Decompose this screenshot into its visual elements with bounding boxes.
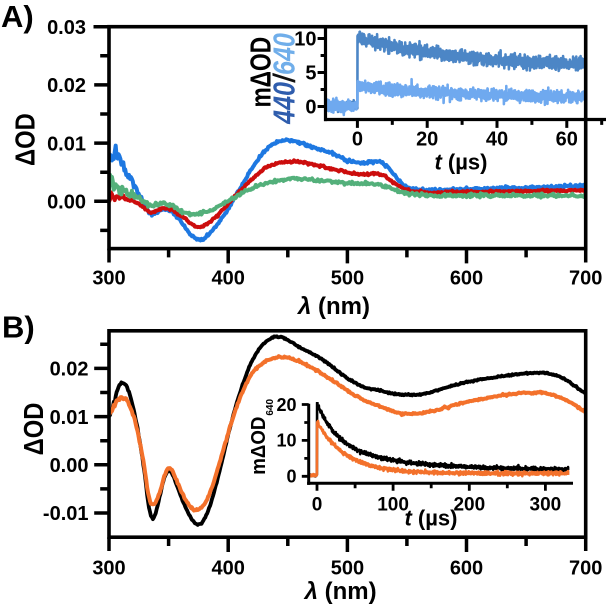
svg-text:300: 300 bbox=[530, 495, 562, 516]
svg-text:500: 500 bbox=[331, 557, 364, 579]
svg-text:0: 0 bbox=[305, 97, 316, 119]
svg-text:10: 10 bbox=[276, 431, 296, 451]
svg-text:λ (nm): λ (nm) bbox=[303, 578, 377, 605]
svg-text:0.01: 0.01 bbox=[47, 133, 86, 155]
svg-text:0.00: 0.00 bbox=[50, 455, 89, 477]
svg-text:440/640: 440/640 bbox=[266, 33, 301, 125]
svg-text:B): B) bbox=[2, 310, 35, 345]
svg-text:60: 60 bbox=[556, 129, 578, 151]
svg-text:20: 20 bbox=[416, 129, 438, 151]
svg-text:0: 0 bbox=[312, 495, 323, 516]
svg-text:0.02: 0.02 bbox=[47, 75, 86, 97]
svg-text:20: 20 bbox=[276, 395, 296, 415]
svg-text:500: 500 bbox=[331, 267, 364, 289]
svg-text:640: 640 bbox=[265, 399, 276, 416]
svg-text:40: 40 bbox=[486, 129, 508, 151]
svg-text:0.01: 0.01 bbox=[50, 407, 89, 429]
svg-text:10: 10 bbox=[294, 29, 316, 51]
svg-text:400: 400 bbox=[212, 557, 245, 579]
svg-text:700: 700 bbox=[569, 267, 602, 289]
svg-text:-0.01: -0.01 bbox=[43, 503, 89, 525]
svg-text:600: 600 bbox=[450, 267, 483, 289]
svg-text:5: 5 bbox=[305, 63, 316, 85]
svg-text:400: 400 bbox=[212, 267, 245, 289]
svg-text:ΔOD: ΔOD bbox=[9, 113, 41, 166]
svg-text:mΔOD: mΔOD bbox=[248, 417, 271, 475]
svg-text:A): A) bbox=[1, 0, 34, 34]
svg-text:100: 100 bbox=[377, 495, 409, 516]
svg-text:300: 300 bbox=[92, 267, 125, 289]
svg-text:600: 600 bbox=[450, 557, 483, 579]
svg-text:ΔOD: ΔOD bbox=[17, 403, 49, 456]
svg-text:t (µs): t (µs) bbox=[434, 150, 487, 175]
svg-text:0: 0 bbox=[352, 129, 363, 151]
svg-text:0.00: 0.00 bbox=[47, 192, 86, 214]
svg-text:0: 0 bbox=[286, 467, 296, 487]
svg-text:mΔOD: mΔOD bbox=[244, 37, 277, 108]
svg-text:300: 300 bbox=[92, 557, 125, 579]
svg-text:200: 200 bbox=[453, 495, 485, 516]
svg-text:t (µs): t (µs) bbox=[404, 506, 457, 531]
svg-text:700: 700 bbox=[569, 557, 602, 579]
svg-text:0.03: 0.03 bbox=[47, 17, 86, 39]
svg-text:λ (nm): λ (nm) bbox=[296, 293, 370, 320]
svg-text:0.02: 0.02 bbox=[50, 359, 89, 381]
